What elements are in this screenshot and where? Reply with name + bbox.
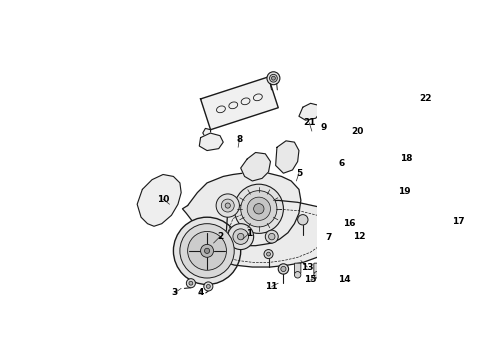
- Polygon shape: [398, 163, 411, 175]
- Circle shape: [180, 224, 234, 278]
- Polygon shape: [214, 201, 337, 267]
- Text: 1: 1: [246, 229, 252, 238]
- Text: 13: 13: [301, 262, 314, 271]
- Circle shape: [206, 284, 210, 288]
- Text: 14: 14: [338, 275, 350, 284]
- Circle shape: [267, 252, 270, 256]
- Text: 15: 15: [304, 275, 317, 284]
- Circle shape: [271, 76, 275, 80]
- Circle shape: [247, 197, 270, 220]
- Circle shape: [238, 233, 244, 240]
- Text: 22: 22: [419, 94, 432, 103]
- Circle shape: [297, 215, 308, 225]
- Circle shape: [294, 271, 301, 278]
- Text: 12: 12: [353, 232, 366, 241]
- Text: 20: 20: [351, 127, 364, 136]
- Polygon shape: [241, 153, 270, 181]
- Text: 18: 18: [400, 154, 413, 163]
- Circle shape: [189, 281, 193, 285]
- Polygon shape: [200, 77, 278, 130]
- Polygon shape: [182, 172, 301, 246]
- Circle shape: [254, 204, 264, 214]
- Text: 4: 4: [197, 288, 204, 297]
- Circle shape: [281, 266, 286, 271]
- Circle shape: [270, 75, 277, 82]
- Circle shape: [204, 282, 213, 291]
- Circle shape: [225, 203, 230, 208]
- Circle shape: [200, 244, 214, 257]
- Text: 3: 3: [172, 288, 178, 297]
- Circle shape: [173, 217, 241, 284]
- Circle shape: [221, 199, 234, 212]
- Circle shape: [278, 264, 289, 274]
- Circle shape: [228, 224, 254, 249]
- Circle shape: [269, 233, 275, 240]
- Polygon shape: [321, 264, 333, 277]
- Circle shape: [234, 184, 283, 233]
- Polygon shape: [276, 141, 299, 173]
- Text: 6: 6: [339, 159, 345, 168]
- Text: 2: 2: [217, 232, 223, 241]
- Text: 8: 8: [236, 135, 243, 144]
- Circle shape: [314, 271, 320, 278]
- FancyBboxPatch shape: [294, 263, 301, 274]
- Circle shape: [188, 231, 226, 270]
- Circle shape: [352, 224, 360, 232]
- Text: 10: 10: [157, 195, 169, 204]
- Text: 9: 9: [320, 123, 327, 132]
- Circle shape: [265, 230, 278, 243]
- Circle shape: [216, 194, 240, 217]
- Circle shape: [414, 204, 442, 233]
- Polygon shape: [199, 133, 223, 150]
- Polygon shape: [203, 129, 211, 138]
- Polygon shape: [137, 175, 181, 226]
- FancyBboxPatch shape: [314, 263, 320, 274]
- Text: 17: 17: [452, 217, 465, 226]
- Circle shape: [267, 72, 280, 85]
- Circle shape: [264, 249, 273, 258]
- Polygon shape: [299, 103, 320, 120]
- Text: 5: 5: [296, 169, 302, 178]
- Circle shape: [412, 158, 422, 169]
- Text: 16: 16: [343, 219, 356, 228]
- Text: 11: 11: [266, 282, 278, 291]
- Circle shape: [423, 213, 434, 224]
- Circle shape: [204, 248, 210, 253]
- Circle shape: [409, 199, 448, 238]
- Text: 21: 21: [303, 118, 316, 127]
- Text: 7: 7: [325, 233, 332, 242]
- Circle shape: [186, 279, 196, 288]
- Circle shape: [233, 229, 248, 244]
- Circle shape: [241, 191, 277, 227]
- Text: 19: 19: [398, 187, 411, 196]
